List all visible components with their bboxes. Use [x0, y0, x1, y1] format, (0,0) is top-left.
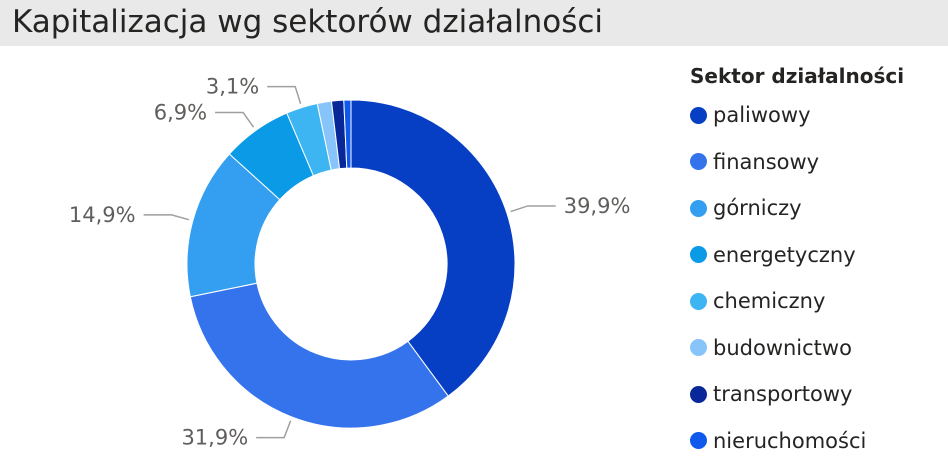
legend-item[interactable]: finansowy — [690, 139, 948, 186]
legend-item[interactable]: transportowy — [690, 371, 948, 418]
legend-label: górniczy — [713, 196, 802, 221]
leader-line — [215, 111, 255, 128]
legend-marker — [690, 339, 707, 357]
data-label: 14,9% — [69, 203, 136, 227]
data-label: 31,9% — [181, 426, 248, 450]
legend-label: chemiczny — [713, 289, 826, 314]
chart-title: Kapitalizacja wg sektorów działalności — [12, 4, 604, 40]
donut-slice-nieruchomości[interactable] — [343, 99, 352, 169]
legend-item[interactable]: energetyczny — [690, 232, 948, 279]
legend-marker — [690, 199, 707, 217]
legend-item[interactable]: chemiczny — [690, 278, 948, 325]
legend-label: paliwowy — [713, 103, 811, 128]
legend-label: budownictwo — [713, 335, 852, 360]
legend-marker — [690, 432, 707, 450]
title-bar: Kapitalizacja wg sektorów działalności — [0, 0, 948, 46]
legend-label: finansowy — [713, 149, 820, 174]
legend-marker — [690, 246, 707, 264]
legend-marker — [690, 106, 707, 124]
legend-label: energetyczny — [713, 242, 856, 267]
leader-line — [256, 420, 292, 439]
legend: Sektor działalności paliwowy finansowy gór… — [690, 60, 948, 464]
legend-label: nieruchomości — [713, 428, 867, 453]
legend-item[interactable]: nieruchomości — [690, 418, 948, 464]
data-label: 3,1% — [206, 75, 259, 99]
legend-marker — [690, 385, 707, 403]
leader-line — [267, 85, 302, 104]
legend-item[interactable]: paliwowy — [690, 92, 948, 139]
legend-title: Sektor działalności — [690, 64, 905, 88]
data-label: 39,9% — [564, 194, 631, 218]
legend-label: transportowy — [713, 382, 853, 407]
legend-marker — [690, 292, 707, 310]
legend-marker — [690, 153, 707, 171]
donut-slice-finansowy[interactable] — [189, 282, 449, 429]
donut-chart: 39,9% 31,9% 14,9% 6,9%3,1% — [69, 75, 631, 450]
leader-line — [143, 214, 190, 221]
data-label: 6,9% — [154, 100, 207, 124]
donut-slice-paliwowy[interactable] — [350, 99, 516, 397]
legend-item[interactable]: budownictwo — [690, 325, 948, 372]
leader-line — [510, 205, 556, 213]
legend-item[interactable]: górniczy — [690, 185, 948, 232]
